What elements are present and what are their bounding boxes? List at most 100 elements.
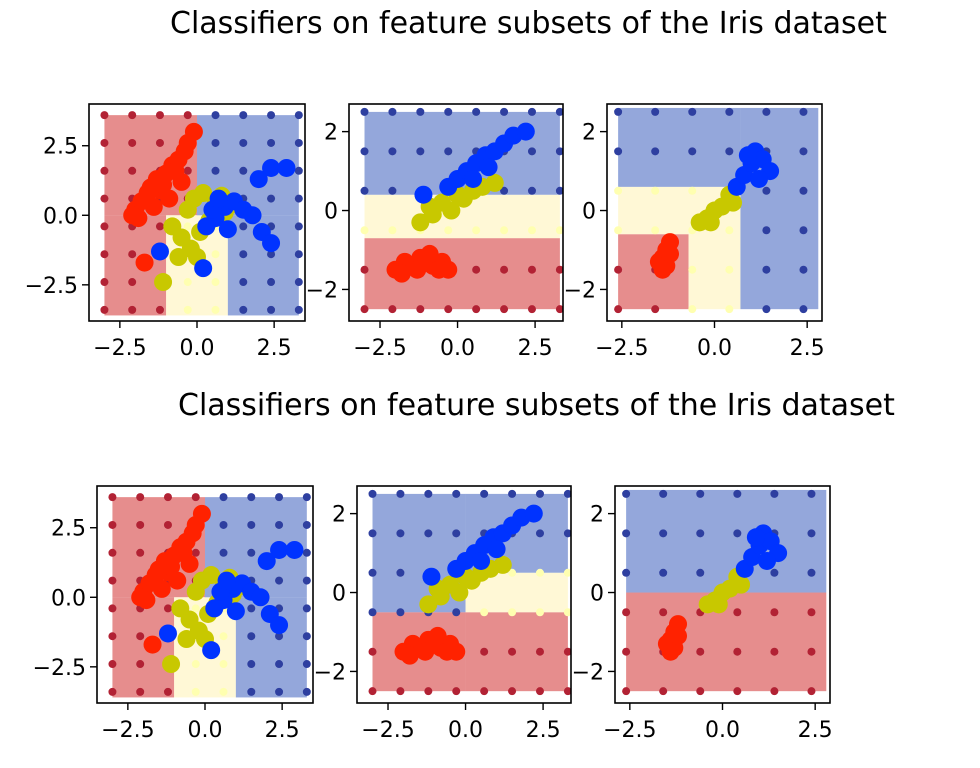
grid-prediction-point [500,107,509,116]
data-point-class-1 [177,630,196,649]
grid-prediction-point [799,265,808,274]
grid-prediction-point [267,250,276,259]
grid-prediction-point [733,608,742,617]
grid-prediction-point [622,529,631,538]
y-tick-label: 0.0 [43,204,78,229]
grid-prediction-point [368,647,377,656]
data-point-class-2 [270,540,289,559]
y-tick-label: 0 [332,582,346,607]
grid-prediction-point [108,548,117,557]
grid-prediction-point [183,222,192,231]
grid-prediction-point [294,138,303,147]
x-tick-label: −2.5 [93,336,146,361]
grid-prediction-point [302,660,311,669]
grid-prediction-point [108,687,117,696]
x-tick-label: −2.5 [603,718,656,743]
data-point-class-0 [152,579,171,598]
y-tick-label: −2 [572,660,604,685]
grid-prediction-point [239,278,248,287]
x-tick-label: 0.0 [188,718,223,743]
figure-top: Classifiers on feature subsets of the Ir… [25,6,887,361]
grid-prediction-point [219,660,228,669]
grid-prediction-point [247,548,256,557]
grid-prediction-point [563,608,571,617]
grid-prediction-point [155,222,164,231]
grid-prediction-point [725,107,734,116]
grid-prediction-point [302,548,311,557]
grid-prediction-point [136,660,145,669]
grid-prediction-point [416,107,425,116]
grid-prediction-point [563,647,571,656]
grid-prediction-point [211,250,220,259]
grid-prediction-point [368,529,377,538]
grid-prediction-point [659,529,668,538]
data-point-class-2 [243,206,262,225]
grid-prediction-point [424,687,433,696]
grid-prediction-point [799,107,808,116]
grid-prediction-point [219,520,228,529]
grid-prediction-point [555,305,563,314]
grid-prediction-point [555,186,563,195]
grid-prediction-point [136,548,145,557]
data-point-class-0 [160,189,179,208]
grid-prediction-point [452,489,461,498]
grid-prediction-point [302,687,311,696]
decision-region [104,215,167,316]
grid-prediction-point [247,493,256,502]
grid-prediction-point [360,265,369,274]
grid-prediction-point [388,107,397,116]
grid-prediction-point [659,687,668,696]
grid-prediction-point [239,166,248,175]
grid-prediction-point [388,186,397,195]
grid-prediction-point [211,166,220,175]
grid-prediction-point [247,660,256,669]
grid-prediction-point [614,107,623,116]
chart-canvas-top: −2.5 0.0 2.5 −2.5 0.0 2.5 −2.5 0.0 2.5 −2 0 2 −2.5 0.… [25,103,825,361]
grid-prediction-point [622,608,631,617]
grid-prediction-point [762,265,771,274]
grid-prediction-point [388,305,397,314]
plot-area [100,111,303,316]
figure-title: Classifiers on feature subsets of the Ir… [170,6,887,41]
grid-prediction-point [527,147,536,156]
grid-prediction-point [508,568,517,577]
grid-prediction-point [302,576,311,585]
x-tick-label: 0.0 [697,336,732,361]
data-point-class-0 [392,264,411,283]
grid-prediction-point [275,520,284,529]
grid-prediction-point [651,107,660,116]
axes-frame [356,485,572,704]
grid-prediction-point [696,687,705,696]
grid-prediction-point [388,147,397,156]
y-tick-label: 0 [590,582,604,607]
grid-prediction-point [128,278,137,287]
grid-prediction-point [360,147,369,156]
grid-prediction-point [100,111,109,120]
grid-prediction-point [614,226,623,235]
grid-prediction-point [163,493,172,502]
data-point-class-2 [150,242,169,261]
grid-prediction-point [472,226,481,235]
grid-prediction-point [614,147,623,156]
decision-region [626,489,723,593]
grid-prediction-point [219,632,228,641]
decision-region [618,107,741,187]
grid-prediction-point [807,489,816,498]
grid-prediction-point [799,305,808,314]
data-point-class-0 [131,588,150,607]
data-point-class-2 [524,504,543,523]
y-tick-label: 2 [332,503,346,528]
grid-prediction-point [452,687,461,696]
grid-prediction-point [614,265,623,274]
data-point-class-1 [184,189,203,208]
grid-prediction-point [136,632,145,641]
grid-prediction-point [659,489,668,498]
y-tick-label: 2.5 [51,517,86,542]
data-point-class-1 [162,655,181,674]
data-point-class-0 [144,197,163,216]
grid-prediction-point [368,568,377,577]
subplot-2: −2.5 0.0 2.5 −2 0 2 [314,485,572,743]
data-point-class-0 [661,642,680,661]
x-tick-label: 2.5 [265,718,300,743]
grid-prediction-point [239,305,248,314]
